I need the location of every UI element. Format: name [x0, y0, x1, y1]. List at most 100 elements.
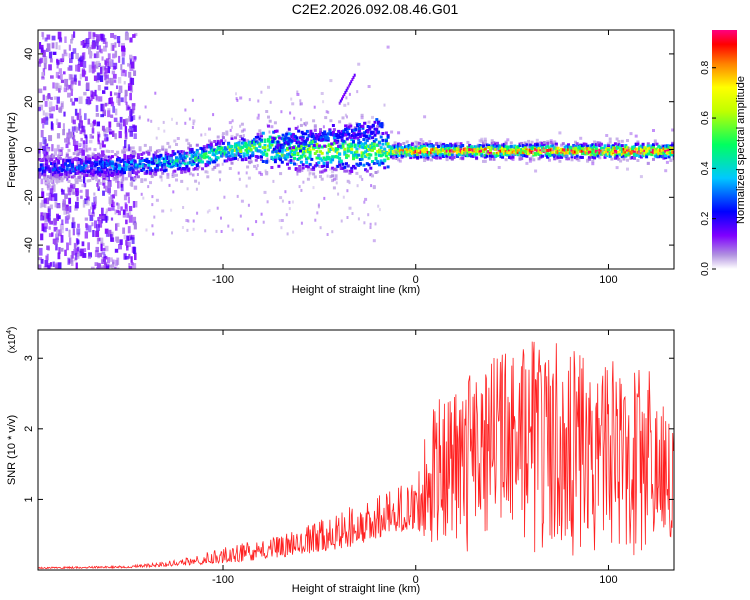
ridge-cell	[426, 150, 430, 154]
ridge-cell	[168, 155, 172, 159]
ridge-cell	[338, 160, 342, 164]
ridge-cell	[667, 151, 671, 155]
branch-cell	[312, 137, 316, 141]
ridge-cell	[41, 166, 45, 170]
ridge-cell	[273, 157, 277, 161]
halo-cell	[457, 145, 461, 149]
ridge-cell	[579, 147, 583, 151]
ridge-cell	[249, 154, 253, 158]
noise-cell	[70, 84, 74, 91]
noise-cell	[231, 228, 234, 232]
noise-cell	[82, 52, 86, 60]
ridge-cell	[202, 149, 206, 153]
halo-cell	[138, 167, 142, 170]
ridge-cell	[492, 157, 496, 161]
halo-cell	[551, 148, 555, 152]
ridge-cell	[240, 158, 244, 162]
noise-cell	[63, 208, 68, 215]
noise-cell	[219, 178, 221, 182]
ridge-cell	[419, 146, 423, 150]
ridge-cell	[495, 144, 499, 147]
halo-cell	[91, 170, 95, 173]
ridge-cell	[155, 166, 159, 170]
branch-cell	[297, 129, 301, 133]
ridge-cell	[371, 145, 374, 149]
noise-cell	[300, 221, 303, 225]
ridge-cell	[261, 152, 265, 156]
ridge-cell	[57, 158, 61, 162]
branch-cell	[340, 135, 344, 139]
noise-cell	[56, 133, 61, 139]
ridge-cell	[102, 164, 106, 168]
ridge-cell	[124, 165, 128, 169]
branch-cell	[356, 136, 360, 140]
ridge-cell	[161, 145, 165, 149]
halo-cell	[393, 149, 397, 153]
ridge-cell	[319, 130, 322, 134]
noise-cell	[221, 162, 224, 166]
ridge-cell	[346, 149, 350, 153]
noise-cell	[123, 234, 126, 240]
noise-cell	[130, 109, 133, 116]
ridge-cell	[551, 144, 555, 148]
ridge-cell	[489, 148, 492, 152]
ridge-cell	[360, 145, 364, 149]
ridge-cell	[520, 153, 524, 157]
ridge-cell	[615, 150, 619, 154]
noise-cell	[280, 110, 283, 114]
noise-cell	[96, 45, 99, 50]
noise-cell	[110, 114, 114, 118]
noise-cell	[103, 172, 108, 180]
ridge-cell	[645, 155, 649, 159]
ridge-cell	[324, 168, 328, 172]
noise-cell	[55, 118, 59, 125]
ridge-cell	[38, 168, 41, 172]
ridge-cell	[652, 148, 655, 152]
noise-cell	[110, 33, 115, 38]
noise-cell	[92, 230, 95, 237]
ridge-cell	[567, 145, 570, 149]
ridge-cell	[632, 145, 636, 149]
branch-cell	[299, 141, 302, 145]
noise-cell	[54, 239, 58, 246]
ridge-cell	[459, 148, 463, 152]
ridge-cell	[445, 144, 449, 147]
ridge-cell	[490, 139, 494, 143]
ridge-cell	[398, 149, 402, 153]
ridge-cell	[194, 179, 198, 183]
noise-cell	[49, 262, 53, 267]
branch-cell	[290, 135, 294, 139]
noise-cell	[186, 187, 189, 191]
ridge-cell	[416, 149, 420, 153]
ridge-cell	[591, 159, 595, 163]
ridge-cell	[305, 121, 309, 125]
ridge-cell	[253, 138, 257, 141]
noise-cell	[109, 78, 113, 85]
halo-cell	[391, 143, 395, 147]
noise-cell	[76, 196, 79, 201]
halo-cell	[513, 152, 517, 156]
ridge-cell	[313, 152, 317, 155]
noise-cell	[140, 192, 143, 196]
ridge-cell	[331, 155, 335, 159]
noise-cell	[100, 150, 105, 157]
ridge-cell	[77, 167, 81, 171]
ridge-cell	[475, 145, 479, 149]
ridge-cell	[260, 134, 263, 138]
noise-cell	[48, 135, 53, 142]
noise-cell	[88, 209, 91, 216]
ridge-cell	[273, 121, 277, 125]
ridge-cell	[93, 160, 97, 164]
ridge-cell	[334, 149, 338, 153]
ridge-cell	[57, 170, 61, 174]
ridge-cell	[431, 144, 435, 148]
ridge-cell	[567, 151, 570, 155]
ridge-cell	[362, 151, 366, 155]
ridge-cell	[480, 139, 484, 143]
ridge-cell	[214, 143, 218, 146]
ridge-cell	[44, 166, 48, 170]
ridge-cell	[149, 148, 152, 152]
branch-cell	[288, 146, 292, 150]
noise-cell	[96, 34, 101, 42]
ridge-cell	[395, 157, 399, 160]
